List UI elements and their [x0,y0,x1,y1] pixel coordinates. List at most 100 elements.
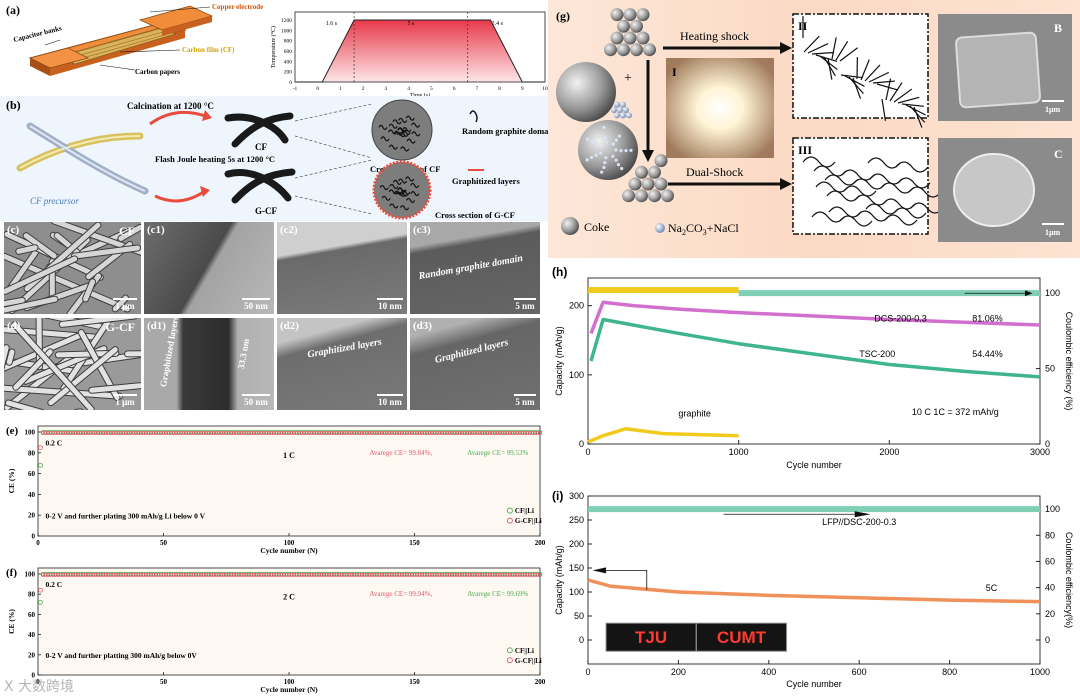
ce-point [329,430,334,436]
ce-point [126,572,131,577]
ce-point [457,572,462,577]
graphite-line [876,83,899,91]
ce-point [525,572,530,577]
ce-point [482,430,487,436]
ce-point [492,572,497,577]
y2tick-label: 60 [1045,556,1055,566]
particle [614,112,620,119]
salt-dot [603,135,607,139]
xtick-label: 0 [585,447,590,457]
ce-point [116,430,121,436]
salt-dot [600,170,604,174]
panel-f: (f) 0 50 100 150 200 0 20 40 60 80 100 Cycle number … [0,560,555,699]
ce-point [138,430,143,436]
ce-point [241,572,246,577]
ce-point [148,430,154,436]
ce-point [497,430,502,436]
tem-c2: (c2) 10 nm [277,222,407,314]
ce-point [339,572,344,577]
ce-point [409,430,415,436]
ce-point [359,430,364,436]
ce-point [379,430,384,436]
ytick-label: 200 [569,539,584,549]
salt-dot [590,139,594,144]
particle [630,19,643,33]
ce-point [530,430,535,436]
ytick-a: 400 [284,59,293,65]
ce-point [339,430,344,436]
arrow-calcination [149,110,206,126]
ce-point [204,430,209,436]
ce-point [372,430,377,436]
ce-point [402,572,407,577]
label-c1: (c1) [147,224,165,236]
label-d: (d) [7,320,21,332]
ylabel-a: Temperature (°C) [270,26,277,68]
ytick-label: 0 [579,635,584,645]
ce-point [274,430,279,436]
ce-point [179,430,184,436]
xtick-label: 0 [36,678,40,686]
ce-point [184,572,189,577]
ce-point [352,430,357,436]
ce-point [334,572,339,577]
ce-point [537,430,543,436]
ce-first-point [38,587,43,593]
ce-point [384,572,389,577]
roman-one: I [672,65,677,79]
curved-graphite-line [828,206,862,218]
ce-point [344,430,349,436]
ce-point [332,430,337,436]
ce-point [66,572,71,577]
ce-point [148,572,154,577]
ce-point [216,430,221,436]
ce-point [226,572,231,577]
ce-point [332,572,337,577]
ce-point [490,430,495,436]
xtick-label: 400 [761,667,776,677]
graphite-line [868,71,890,83]
micrograph-grid: (c) CF 1 μm (c1) 50 nm (c2) 10 nm (c3) R… [4,222,540,412]
graphite-line [913,106,923,128]
ce-point [194,430,199,436]
graphite-line [901,103,924,107]
ce-point [302,572,307,577]
legend-label: CF||Li [515,647,534,655]
ce-average-gcf: Avarege CE= 99.69% [467,590,528,598]
ce-point [166,430,171,436]
label-copper-electrode: Copper electrode [212,3,263,11]
ce-point [435,572,440,577]
ce-point [364,430,369,436]
arrow-flash-joule [154,189,206,203]
salt-dot [611,142,615,146]
ce-point [98,572,103,577]
rate-label: 1 C [283,451,295,460]
tem-d2: (d2) Graphitized layers 10 nm [277,318,407,410]
curved-graphite-line [839,215,873,227]
ce-point [475,430,480,436]
graphite-squiggle [406,138,416,144]
arrow-capacity-head [592,567,607,574]
ce-point [289,572,294,577]
fiber [48,347,118,406]
roman-three: III [798,143,812,157]
ce-average-gcf: Avarege CE= 99.53% [467,449,528,457]
arrow-capacity [606,570,648,590]
ce-point [236,572,241,577]
ce-point [174,572,179,577]
ce-point [432,572,437,577]
ce-point [512,430,517,436]
graphite-squiggle [402,127,412,133]
ce-point [116,572,121,577]
xtick-label: 100 [284,539,295,547]
ce-point [354,430,359,436]
legend-label: CF||Li [515,507,534,515]
ce-point [71,572,76,577]
ce-point [58,430,63,436]
ce-point [138,572,143,577]
ce-point [241,430,246,436]
ce-point [392,430,397,436]
salt-sub-2: 2 [682,228,686,237]
ce-point [362,572,367,577]
ce-point [189,572,194,577]
